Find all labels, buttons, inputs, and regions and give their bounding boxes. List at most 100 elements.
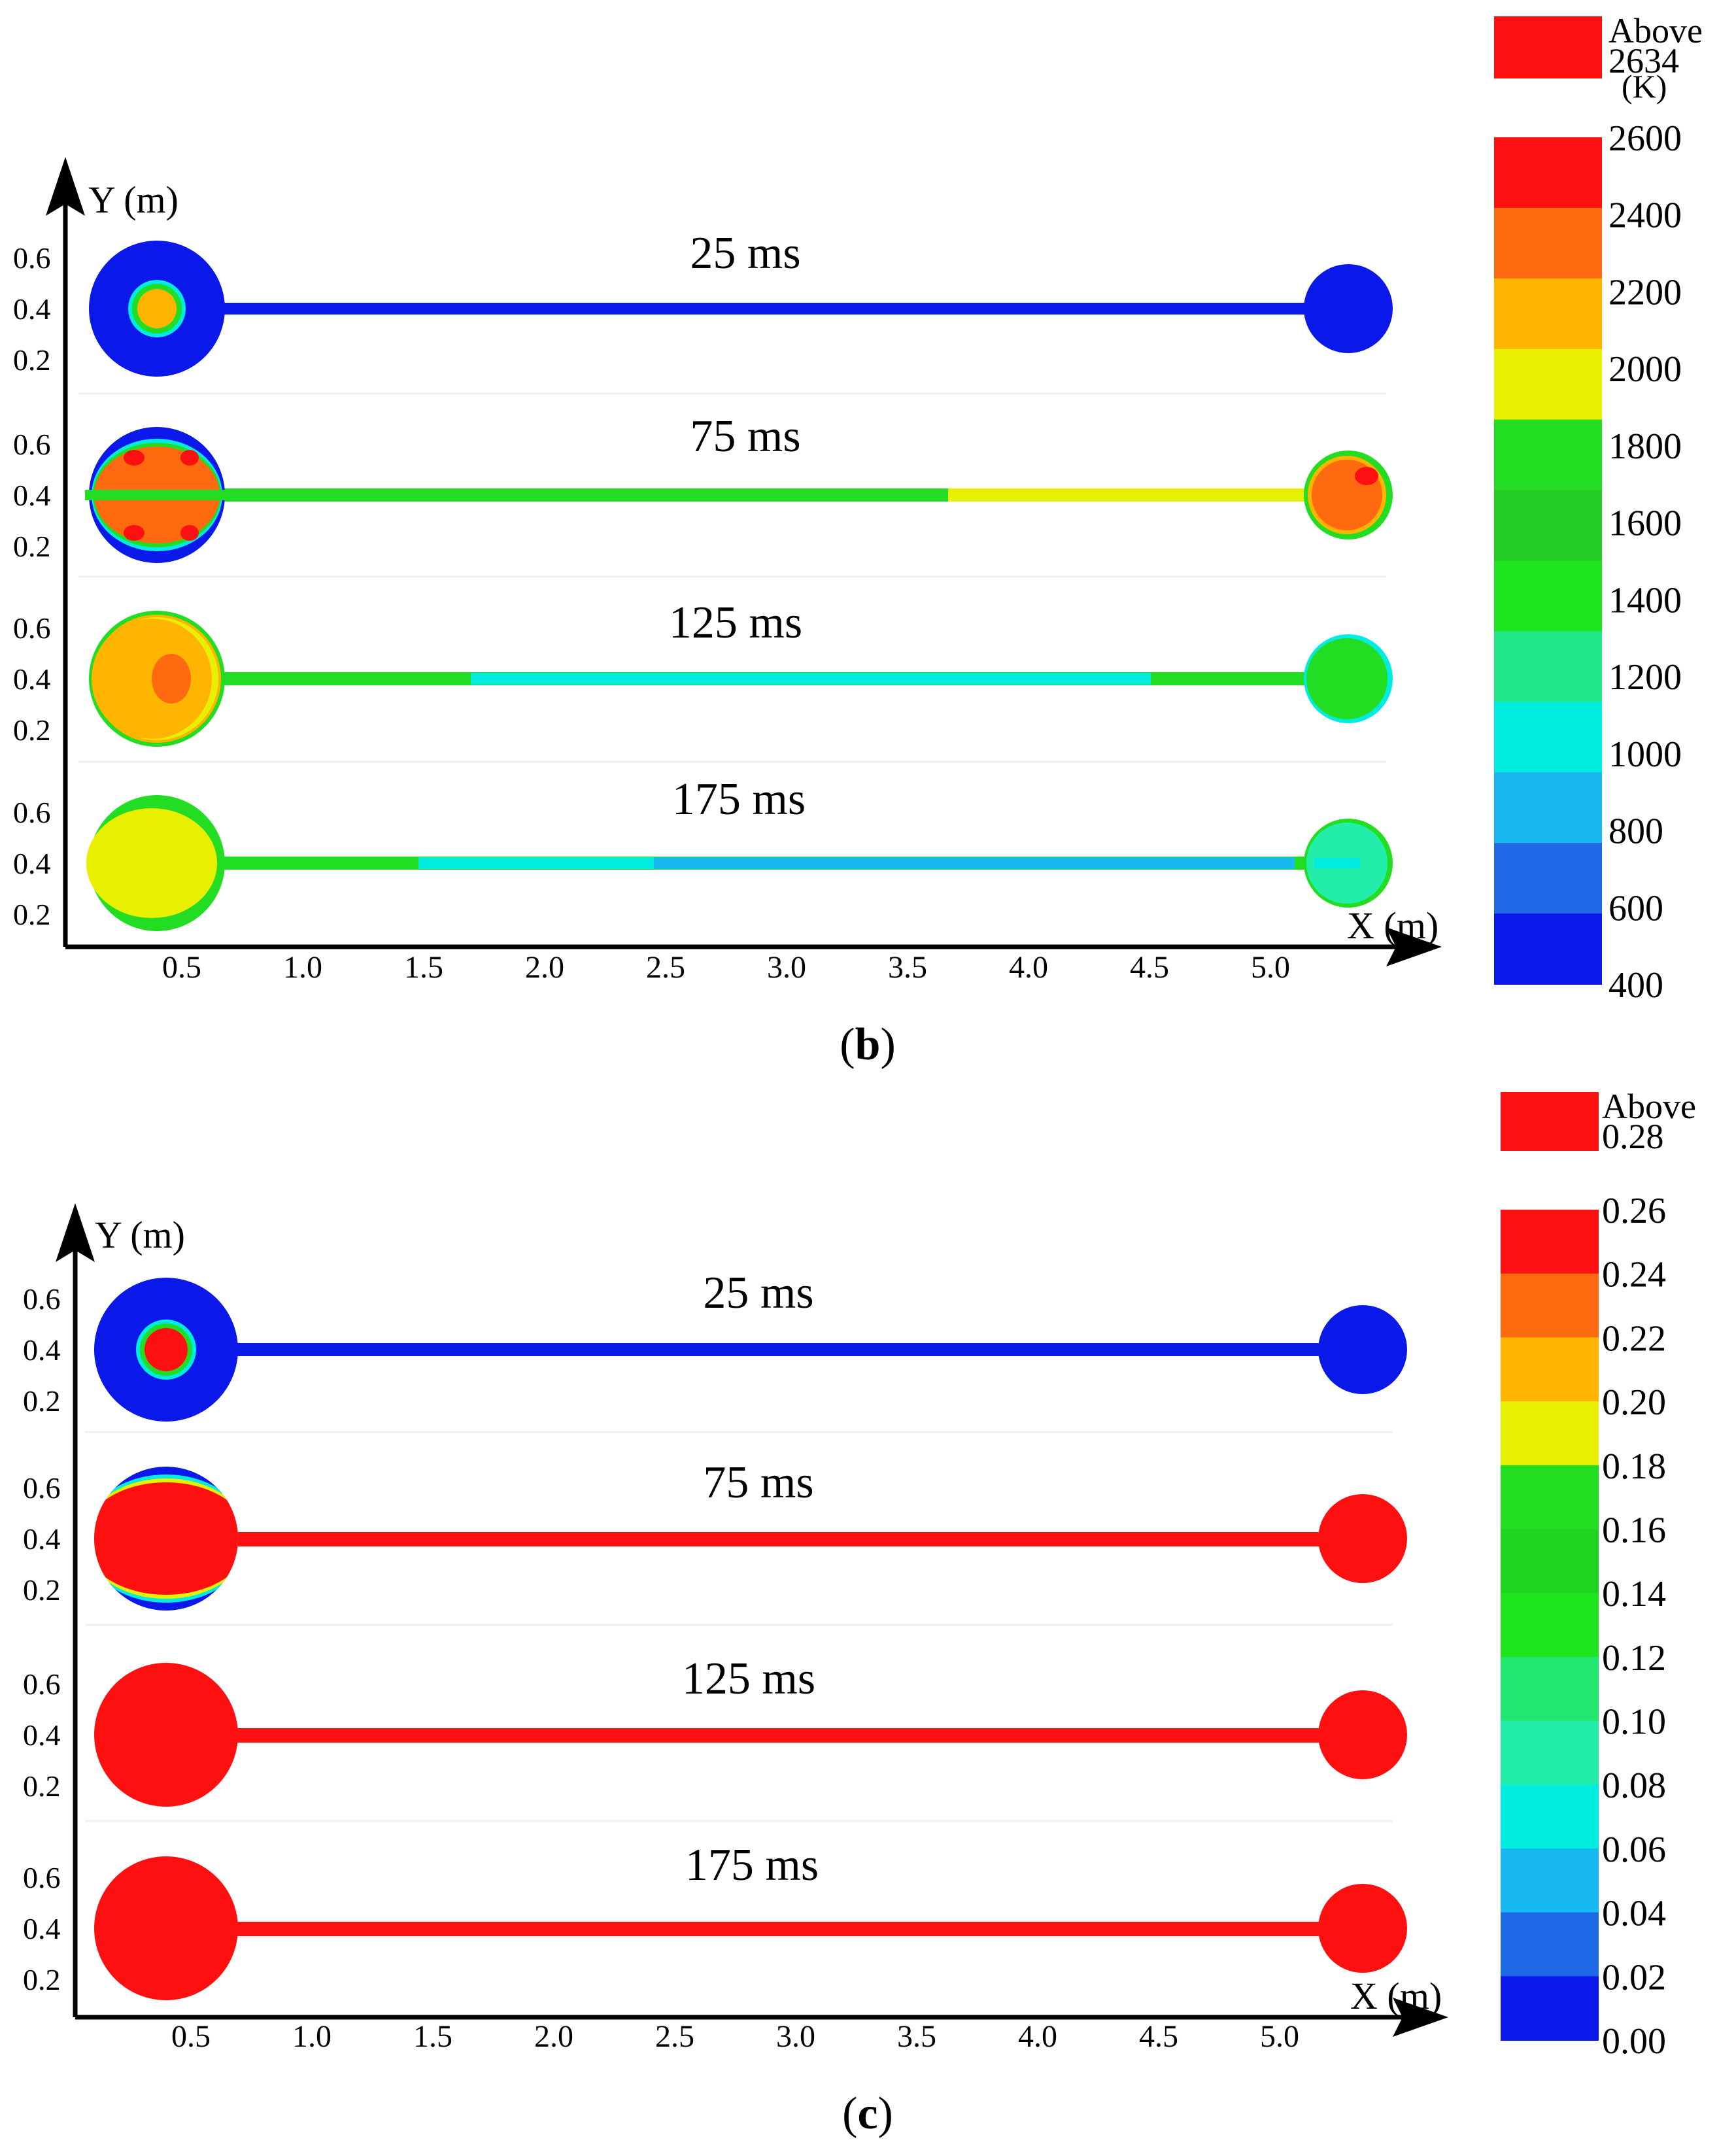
time-labels-b: 25 ms 75 ms 125 ms 175 ms [669, 228, 806, 825]
legend-level-label: 800 [1608, 811, 1663, 852]
x-axis-label: X (m) [1347, 904, 1438, 947]
hot-spot [180, 450, 199, 466]
y-tick-label: 0.6 [23, 1282, 61, 1316]
x-tick-label: 2.0 [534, 2019, 573, 2054]
legend-color-band [1494, 207, 1602, 279]
hot-spot [180, 525, 199, 541]
right-vessel-core [1306, 638, 1387, 719]
time-label: 25 ms [703, 1268, 813, 1318]
y-tick-label: 0.2 [23, 1769, 61, 1803]
flame-body [86, 808, 217, 918]
legend-level-label: 0.24 [1602, 1255, 1666, 1295]
legend-color-band [1494, 137, 1602, 209]
legend-level-label: 1600 [1608, 503, 1682, 544]
legend-level-label: 0.06 [1602, 1830, 1666, 1870]
legend-level-label: 2400 [1608, 196, 1682, 236]
x-tick-label: 3.5 [888, 950, 927, 985]
time-label: 75 ms [690, 411, 800, 462]
legend-level-label: 0.10 [1602, 1702, 1666, 1743]
legend-level-label: 0.20 [1602, 1382, 1666, 1423]
y-tick-label: 0.4 [23, 1718, 61, 1752]
jet [1314, 858, 1360, 868]
row-c-175ms [94, 1856, 1407, 2000]
y-tick-label: 0.2 [23, 1963, 61, 1996]
legend-color-band [1494, 490, 1602, 562]
x-tick-label: 1.5 [404, 950, 443, 985]
x-tick-label: 5.0 [1260, 2019, 1299, 2054]
y-tick-label: 0.2 [23, 1384, 61, 1418]
row-b-125ms [89, 611, 1393, 747]
legend-level-label: 0.04 [1602, 1894, 1666, 1934]
y-tick-label: 0.6 [13, 611, 51, 645]
row-c-75ms [94, 1467, 1407, 1611]
x-tick-labels-c: 0.5 1.0 1.5 2.0 2.5 3.0 3.5 4.0 4.5 5.0 [171, 2019, 1299, 2054]
x-axis-arrow [1386, 927, 1442, 966]
y-tick-label: 0.6 [23, 1471, 61, 1505]
y-tick-label: 0.4 [13, 292, 51, 326]
x-tick-label: 2.5 [646, 950, 685, 985]
legend-above-label: Above [1602, 1087, 1696, 1126]
x-tick-label: 4.5 [1139, 2019, 1178, 2054]
x-tick-labels-b: 0.5 1.0 1.5 2.0 2.5 3.0 3.5 4.0 4.5 5.0 [162, 950, 1290, 985]
legend-level-label: 1400 [1608, 580, 1682, 621]
y-tick-label: 0.4 [13, 662, 51, 696]
legend-color-band [1494, 843, 1602, 915]
panel-letter: b [855, 1019, 881, 1070]
panel-label: (b) [840, 1019, 896, 1070]
x-tick-label: 3.5 [897, 2019, 936, 2054]
legend-color-band [1494, 772, 1602, 844]
legend-level-label: 2600 [1608, 118, 1682, 159]
pipe [232, 1532, 1337, 1546]
legend-unit: (K) [1622, 68, 1667, 105]
x-tick-label: 1.0 [292, 2019, 332, 2054]
legend-color-band [1501, 1210, 1599, 1274]
x-tick-label: 2.0 [525, 950, 564, 985]
legend-level-label: 1800 [1608, 426, 1682, 467]
time-label: 125 ms [682, 1654, 815, 1704]
legend-color-band [1501, 1848, 1599, 1913]
pipe-hot-zone [948, 488, 1314, 502]
y-tick-labels-b: 0.6 0.4 0.2 0.6 0.4 0.2 0.6 0.4 0.2 0.6 0.4 0.2 [13, 241, 51, 931]
legend-above-label: Above [1608, 11, 1703, 50]
y-axis-label: Y (m) [95, 1214, 185, 1256]
legend-level-label: 1200 [1608, 657, 1682, 698]
legend-color-band [1501, 1720, 1599, 1786]
y-tick-label: 0.2 [13, 343, 51, 377]
pipe [232, 1728, 1337, 1743]
y-tick-label: 0.6 [23, 1667, 61, 1701]
legend-color-band [1494, 278, 1602, 350]
row-b-75ms [85, 427, 1393, 563]
x-tick-label: 3.0 [767, 950, 806, 985]
legend-color-band [1494, 560, 1602, 632]
x-tick-label: 5.0 [1251, 950, 1290, 985]
y-tick-label: 0.4 [13, 847, 51, 880]
legend-color-band [1501, 1656, 1599, 1722]
x-tick-label: 2.5 [655, 2019, 694, 2054]
y-tick-label: 0.4 [23, 1333, 61, 1367]
y-tick-label: 0.4 [23, 1912, 61, 1945]
jet [85, 490, 226, 500]
legend-level-label: 2000 [1608, 349, 1682, 390]
time-labels-c: 25 ms 75 ms 125 ms 175 ms [682, 1268, 819, 1890]
y-tick-label: 0.2 [23, 1573, 61, 1607]
ignition-core [137, 289, 177, 328]
hot-spot [124, 450, 145, 466]
axes-c [73, 1229, 1425, 2020]
y-tick-label: 0.2 [13, 713, 51, 747]
y-tick-label: 0.2 [13, 898, 51, 931]
y-tick-label: 0.6 [13, 796, 51, 829]
legend-above-label: 2634 [1608, 41, 1679, 80]
legend-level-label: 2200 [1608, 272, 1682, 313]
x-tick-label: 4.0 [1009, 950, 1048, 985]
right-vessel [1318, 1305, 1407, 1394]
time-label: 125 ms [669, 598, 802, 648]
legend-level-label: 0.00 [1602, 2021, 1666, 2062]
y-tick-label: 0.6 [23, 1861, 61, 1894]
legend-level-label: 0.16 [1602, 1510, 1666, 1550]
y-tick-label: 0.2 [13, 530, 51, 563]
pipe [232, 1343, 1337, 1356]
legend-level-label: 0.18 [1602, 1446, 1666, 1487]
